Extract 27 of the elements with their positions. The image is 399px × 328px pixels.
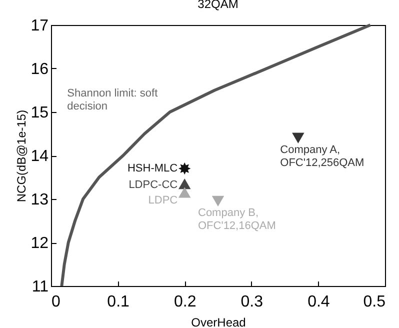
series-label: HSH-MLC [127,162,178,175]
series-label: LDPC-CC [128,178,178,191]
y-tick-label: 16 [30,61,49,78]
series-label: Company A, OFC'12,256QAM [280,144,364,170]
series-label: Company B, OFC'12,16QAM [198,207,276,232]
y-tick-label: 15 [30,104,49,122]
x-tick-label: 0.3 [240,294,264,310]
y-tick-label: 13 [30,192,49,208]
y-tick-label: 17 [30,18,49,34]
y-tick-label: 12 [30,235,49,252]
point [178,162,191,175]
point [212,196,224,206]
point [178,187,191,198]
x-tick-label: 0.1 [107,294,130,310]
series-label: Shannon limit: soft decision [67,88,158,112]
line-series [60,24,372,288]
x-tick-label: 0.2 [174,294,196,310]
point [178,178,191,190]
x-tick-label: 0.5 [363,294,386,310]
point [292,132,304,144]
y-tick-label: 11 [32,278,49,296]
x-tick-label: 0.4 [308,294,330,310]
x-tick-label: 0 [52,294,60,310]
y-tick-label: 14 [30,148,49,165]
series-label: LDPC [148,194,178,206]
y-axis-title: NCG(dB@1e-15) [14,110,29,202]
x-axis-title: OverHead [191,316,246,328]
